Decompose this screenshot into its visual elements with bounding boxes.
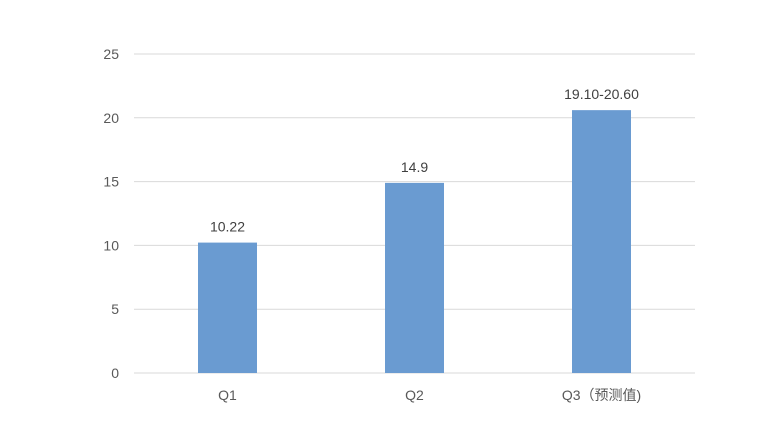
bars — [198, 110, 631, 374]
y-tick-label: 25 — [103, 46, 119, 62]
x-category-label: Q2 — [405, 387, 424, 403]
x-axis-categories: Q1 Q2 Q3（预测值) — [218, 387, 641, 403]
y-tick-label: 20 — [103, 110, 119, 126]
x-category-label: Q1 — [218, 387, 237, 403]
data-label: 14.9 — [401, 159, 428, 175]
bar — [198, 242, 257, 373]
y-tick-label: 0 — [111, 365, 119, 381]
data-labels: 10.22 14.9 19.10-20.60 — [210, 86, 639, 234]
data-label: 10.22 — [210, 219, 245, 235]
x-category-label: Q3（预测值) — [562, 387, 641, 403]
y-tick-label: 15 — [103, 174, 119, 190]
y-tick-label: 5 — [111, 301, 119, 317]
bar — [572, 110, 631, 374]
y-axis-ticks: 0 5 10 15 20 25 — [103, 46, 119, 381]
data-label: 19.10-20.60 — [564, 86, 639, 102]
bar — [385, 182, 444, 373]
y-tick-label: 10 — [103, 237, 119, 253]
